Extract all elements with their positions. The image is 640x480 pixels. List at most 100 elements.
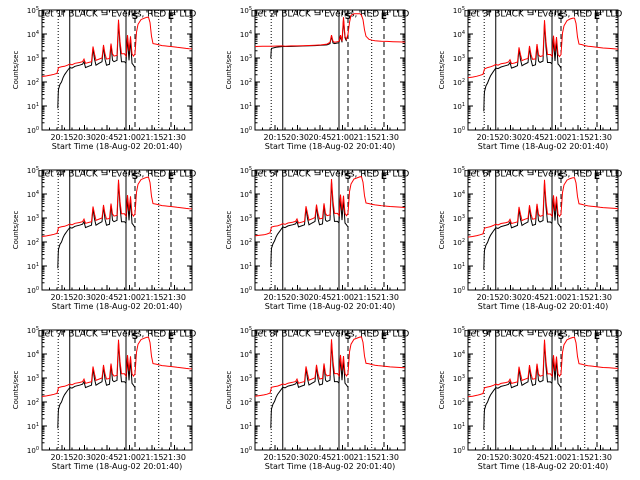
lld-series-line <box>255 13 405 47</box>
y-tick-label: 105 <box>453 6 465 15</box>
y-tick-label: 104 <box>27 30 39 39</box>
x-tick-label: 21:00 <box>331 453 354 462</box>
y-tick-label: 100 <box>453 126 465 135</box>
y-tick-label: 105 <box>453 166 465 175</box>
panel-7: Det 7f BLACK = Events, RED = LLD 100 101 10… <box>12 326 196 471</box>
y-axis-label: Counts/sec <box>12 51 20 90</box>
y-tick-label: 101 <box>453 422 465 431</box>
y-tick-label: 104 <box>240 350 252 359</box>
x-tick-label: 20:15 <box>50 453 73 462</box>
x-tick-label: 20:30 <box>499 453 522 462</box>
y-tick-label: 100 <box>240 286 252 295</box>
y-tick-label: 103 <box>240 54 252 63</box>
y-tick-label: 101 <box>27 422 39 431</box>
panel-title: Det 5f BLACK = Events, RED = LLD <box>251 170 410 180</box>
y-tick-label: 101 <box>453 262 465 271</box>
x-tick-label: 20:15 <box>476 293 499 302</box>
x-axis-label: Start Time (18-Aug-02 20:01:40) <box>478 302 609 311</box>
x-tick-label: 21:30 <box>589 293 612 302</box>
lld-series-line <box>42 176 192 237</box>
y-tick-label: 105 <box>27 326 39 335</box>
marker-s: S <box>345 12 351 22</box>
x-tick-label: 20:45 <box>95 453 118 462</box>
panel-2: Det 2f BLACK = Events, RED = LLD 100 101 10… <box>225 6 409 151</box>
x-tick-label: 21:15 <box>140 133 163 142</box>
series-group <box>42 176 192 269</box>
y-tick-label: 104 <box>27 350 39 359</box>
y-axis-label: Counts/sec <box>438 211 446 250</box>
y-axis-label: Counts/sec <box>438 51 446 90</box>
plot-frame <box>41 169 193 291</box>
x-tick-label: 21:00 <box>118 133 141 142</box>
x-tick-label: 21:15 <box>353 133 376 142</box>
plot-frame <box>254 9 406 131</box>
lld-series-line <box>468 336 618 398</box>
y-tick-label: 102 <box>453 78 465 87</box>
events-series-line <box>483 182 562 270</box>
series-group <box>255 13 405 59</box>
y-tick-label: 105 <box>453 326 465 335</box>
plot-frame <box>467 329 619 451</box>
x-tick-label: 21:00 <box>118 293 141 302</box>
y-tick-label: 103 <box>240 374 252 383</box>
events-series-line <box>483 342 562 430</box>
x-tick-label: 20:45 <box>308 453 331 462</box>
panel-4: Det 4f BLACK = Events, RED = LLD 100 101 10… <box>12 166 196 311</box>
x-tick-label: 21:30 <box>376 453 399 462</box>
events-series-line <box>483 23 562 112</box>
x-tick-label: 21:00 <box>331 293 354 302</box>
y-tick-label: 103 <box>453 214 465 223</box>
y-tick-label: 100 <box>27 286 39 295</box>
x-tick-label: 21:30 <box>163 133 186 142</box>
x-tick-label: 20:15 <box>50 133 73 142</box>
y-tick-label: 101 <box>27 262 39 271</box>
x-tick-label: 20:45 <box>521 133 544 142</box>
y-tick-label: 104 <box>453 190 465 199</box>
x-tick-label: 21:00 <box>331 133 354 142</box>
x-axis-label: Start Time (18-Aug-02 20:01:40) <box>52 142 183 151</box>
panel-1: Det 1f BLACK = Events, RED = LLD 100 101 10… <box>12 6 196 151</box>
y-tick-label: 104 <box>27 190 39 199</box>
y-tick-label: 102 <box>453 398 465 407</box>
y-axis-label: Counts/sec <box>12 211 20 250</box>
y-tick-label: 105 <box>27 6 39 15</box>
marker-s: S <box>345 172 351 182</box>
marker-e: E <box>381 12 387 22</box>
panel-title: Det 3f BLACK = Events, RED = LLD <box>464 10 623 20</box>
x-axis-label: Start Time (18-Aug-02 20:01:40) <box>52 302 183 311</box>
plot-frame <box>41 329 193 451</box>
x-tick-label: 21:15 <box>566 453 589 462</box>
lld-series-line <box>42 16 192 77</box>
marker-s: S <box>558 332 564 342</box>
x-tick-label: 21:30 <box>589 453 612 462</box>
x-tick-label: 20:15 <box>476 453 499 462</box>
y-tick-label: 102 <box>240 238 252 247</box>
x-tick-label: 20:15 <box>263 453 286 462</box>
y-tick-label: 100 <box>240 126 252 135</box>
panel-title: Det 9f BLACK = Events, RED = LLD <box>464 330 623 340</box>
plot-frame <box>467 169 619 291</box>
series-group <box>255 176 405 268</box>
marker-e: E <box>168 12 174 22</box>
x-axis-label: Start Time (18-Aug-02 20:01:40) <box>265 302 396 311</box>
x-tick-label: 21:15 <box>353 453 376 462</box>
y-tick-label: 103 <box>27 54 39 63</box>
y-tick-label: 101 <box>453 102 465 111</box>
series-group <box>42 336 192 429</box>
x-tick-label: 20:30 <box>73 133 96 142</box>
lld-series-line <box>255 336 405 397</box>
series-group <box>255 336 405 429</box>
events-series-line <box>270 342 349 429</box>
x-tick-label: 20:45 <box>521 293 544 302</box>
marker-s: S <box>132 12 138 22</box>
series-group <box>468 177 618 270</box>
x-tick-label: 21:30 <box>376 293 399 302</box>
panel-title: Det 4f BLACK = Events, RED = LLD <box>38 170 197 180</box>
series-group <box>468 17 618 112</box>
lld-series-line <box>255 176 405 237</box>
x-tick-label: 20:30 <box>286 133 309 142</box>
marker-e: E <box>594 172 600 182</box>
y-axis-label: Counts/sec <box>12 371 20 410</box>
y-tick-label: 100 <box>453 446 465 455</box>
